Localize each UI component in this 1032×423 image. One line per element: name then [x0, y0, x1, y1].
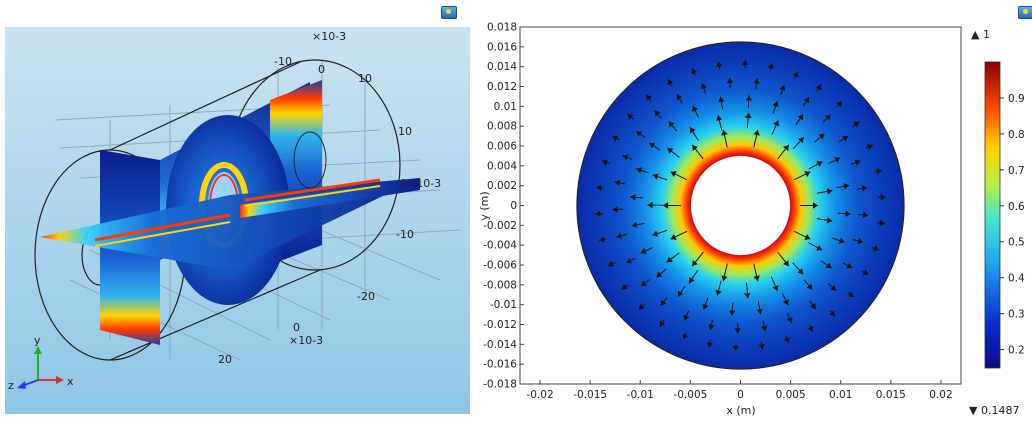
tick-label: 10: [358, 72, 372, 85]
annulus-inner-hole: [691, 156, 790, 255]
colorbar-tick-label: 0.9: [1008, 93, 1025, 105]
x-tick-label: -0.015: [573, 389, 607, 401]
tick-label: -10: [396, 228, 414, 241]
colorbar-tick-label: 0.3: [1008, 309, 1025, 321]
tick-label: 20: [218, 353, 232, 366]
tick-label: -10: [274, 55, 292, 68]
x-axis-label: x (m): [726, 404, 755, 417]
x-tick-label: 0.005: [776, 389, 806, 401]
triad-z-label: z: [8, 379, 14, 392]
snapshot-icon[interactable]: [441, 6, 457, 19]
y-tick-label: -0.004: [483, 240, 517, 252]
y-tick-label: 0.012: [487, 81, 517, 93]
tick-label: ×10-3: [407, 177, 441, 190]
x-tick-label: 0: [737, 389, 744, 401]
colorbar-tick-label: 0.8: [1008, 129, 1025, 141]
y-tick-label: 0.004: [487, 160, 517, 172]
y-axis-label: y (m): [478, 191, 491, 220]
3d-graphics-view[interactable]: -10 ×10-3 0 10 10 0 ×10-3 -10 -20 0 ×10-…: [0, 0, 475, 419]
y-tick-label: -0.012: [483, 319, 517, 331]
tick-label: ×10-3: [312, 30, 346, 43]
colorbar-tick-label: 0.4: [1008, 273, 1025, 285]
3d-canvas[interactable]: -10 ×10-3 0 10 10 0 ×10-3 -10 -20 0 ×10-…: [0, 0, 475, 419]
y-tick-label: -0.01: [490, 299, 517, 311]
x-tick-label: 0.015: [876, 389, 906, 401]
triad-x-label: x: [67, 375, 74, 388]
colorbar-max-label: ▲ 1: [971, 28, 990, 41]
y-tick-label: -0.008: [483, 279, 517, 291]
tick-label: 0: [318, 63, 325, 76]
x-tick-label: -0.02: [526, 389, 553, 401]
colorbar-ticks: 0.9 0.8 0.7 0.6 0.5 0.4 0.3 0.2: [1000, 93, 1025, 357]
colorbar-tick-label: 0.2: [1008, 345, 1025, 357]
colorbar-min-label: ▼ 0.1487: [969, 404, 1019, 417]
y-tick-label: 0.016: [487, 41, 517, 53]
2d-plot-view[interactable]: -0.02 -0.015 -0.01 -0.005 0 0.005 0.01 0.015 0.0…: [475, 0, 1032, 419]
tick-label: 0: [400, 177, 407, 190]
y-tick-label: -0.014: [483, 339, 517, 351]
tick-label: -20: [357, 290, 375, 303]
y-tick-label: -0.018: [483, 379, 517, 391]
y-tick-label: 0.008: [487, 121, 517, 133]
2d-plot-canvas[interactable]: -0.02 -0.015 -0.01 -0.005 0 0.005 0.01 0.015 0.0…: [475, 0, 1032, 419]
tick-label: 0: [293, 321, 300, 334]
x-tick-label: 0.01: [829, 389, 852, 401]
y-tick-label: -0.006: [483, 260, 517, 272]
y-tick-label: 0.006: [487, 141, 517, 153]
colorbar-tick-label: 0.6: [1008, 201, 1025, 213]
colorbar: [985, 62, 1000, 368]
y-tick-label: 0.002: [487, 180, 517, 192]
y-tick-label: -0.016: [483, 359, 517, 371]
tick-label: ×10-3: [289, 334, 323, 347]
x-tick-label: -0.01: [627, 389, 654, 401]
x-tick-label: -0.005: [673, 389, 707, 401]
y-tick-label: 0.014: [487, 61, 517, 73]
x-tick-label: 0.02: [929, 389, 952, 401]
colorbar-tick-label: 0.7: [1008, 165, 1025, 177]
snapshot-icon[interactable]: [1018, 6, 1032, 19]
y-tick-label: 0: [510, 200, 517, 212]
triad-y-label: y: [34, 334, 41, 347]
y-tick-label: 0.018: [487, 22, 517, 34]
tick-label: 10: [398, 125, 412, 138]
y-tick-label: 0.01: [494, 101, 517, 113]
colorbar-tick-label: 0.5: [1008, 237, 1025, 249]
